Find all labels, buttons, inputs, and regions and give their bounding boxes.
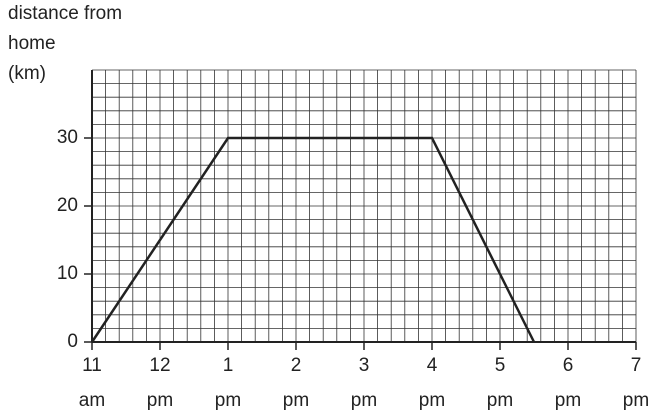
- x-tick-label: 12 pm: [146, 355, 174, 411]
- x-tick-label: 6 pm: [554, 355, 582, 411]
- y-tick-label: 20: [57, 195, 78, 216]
- y-axis-label: distance from: [8, 3, 123, 24]
- y-tick-label: 0: [67, 331, 78, 352]
- x-tick-label: 5 pm: [486, 355, 514, 411]
- x-tick-label: 7 pm: [622, 355, 650, 411]
- x-tick-label: 2 pm: [282, 355, 310, 411]
- y-tick-label: 10: [57, 263, 78, 284]
- y-axis-label: (km): [8, 63, 46, 84]
- x-tick-label: 4 pm: [418, 355, 446, 411]
- x-tick-label: 1 pm: [214, 355, 242, 411]
- y-tick-label: 30: [57, 127, 78, 148]
- y-axis-label: home: [8, 33, 56, 54]
- data-line: [90, 136, 536, 343]
- x-tick-label: 3 pm: [350, 355, 378, 411]
- x-tick-label: 11 am: [78, 355, 106, 411]
